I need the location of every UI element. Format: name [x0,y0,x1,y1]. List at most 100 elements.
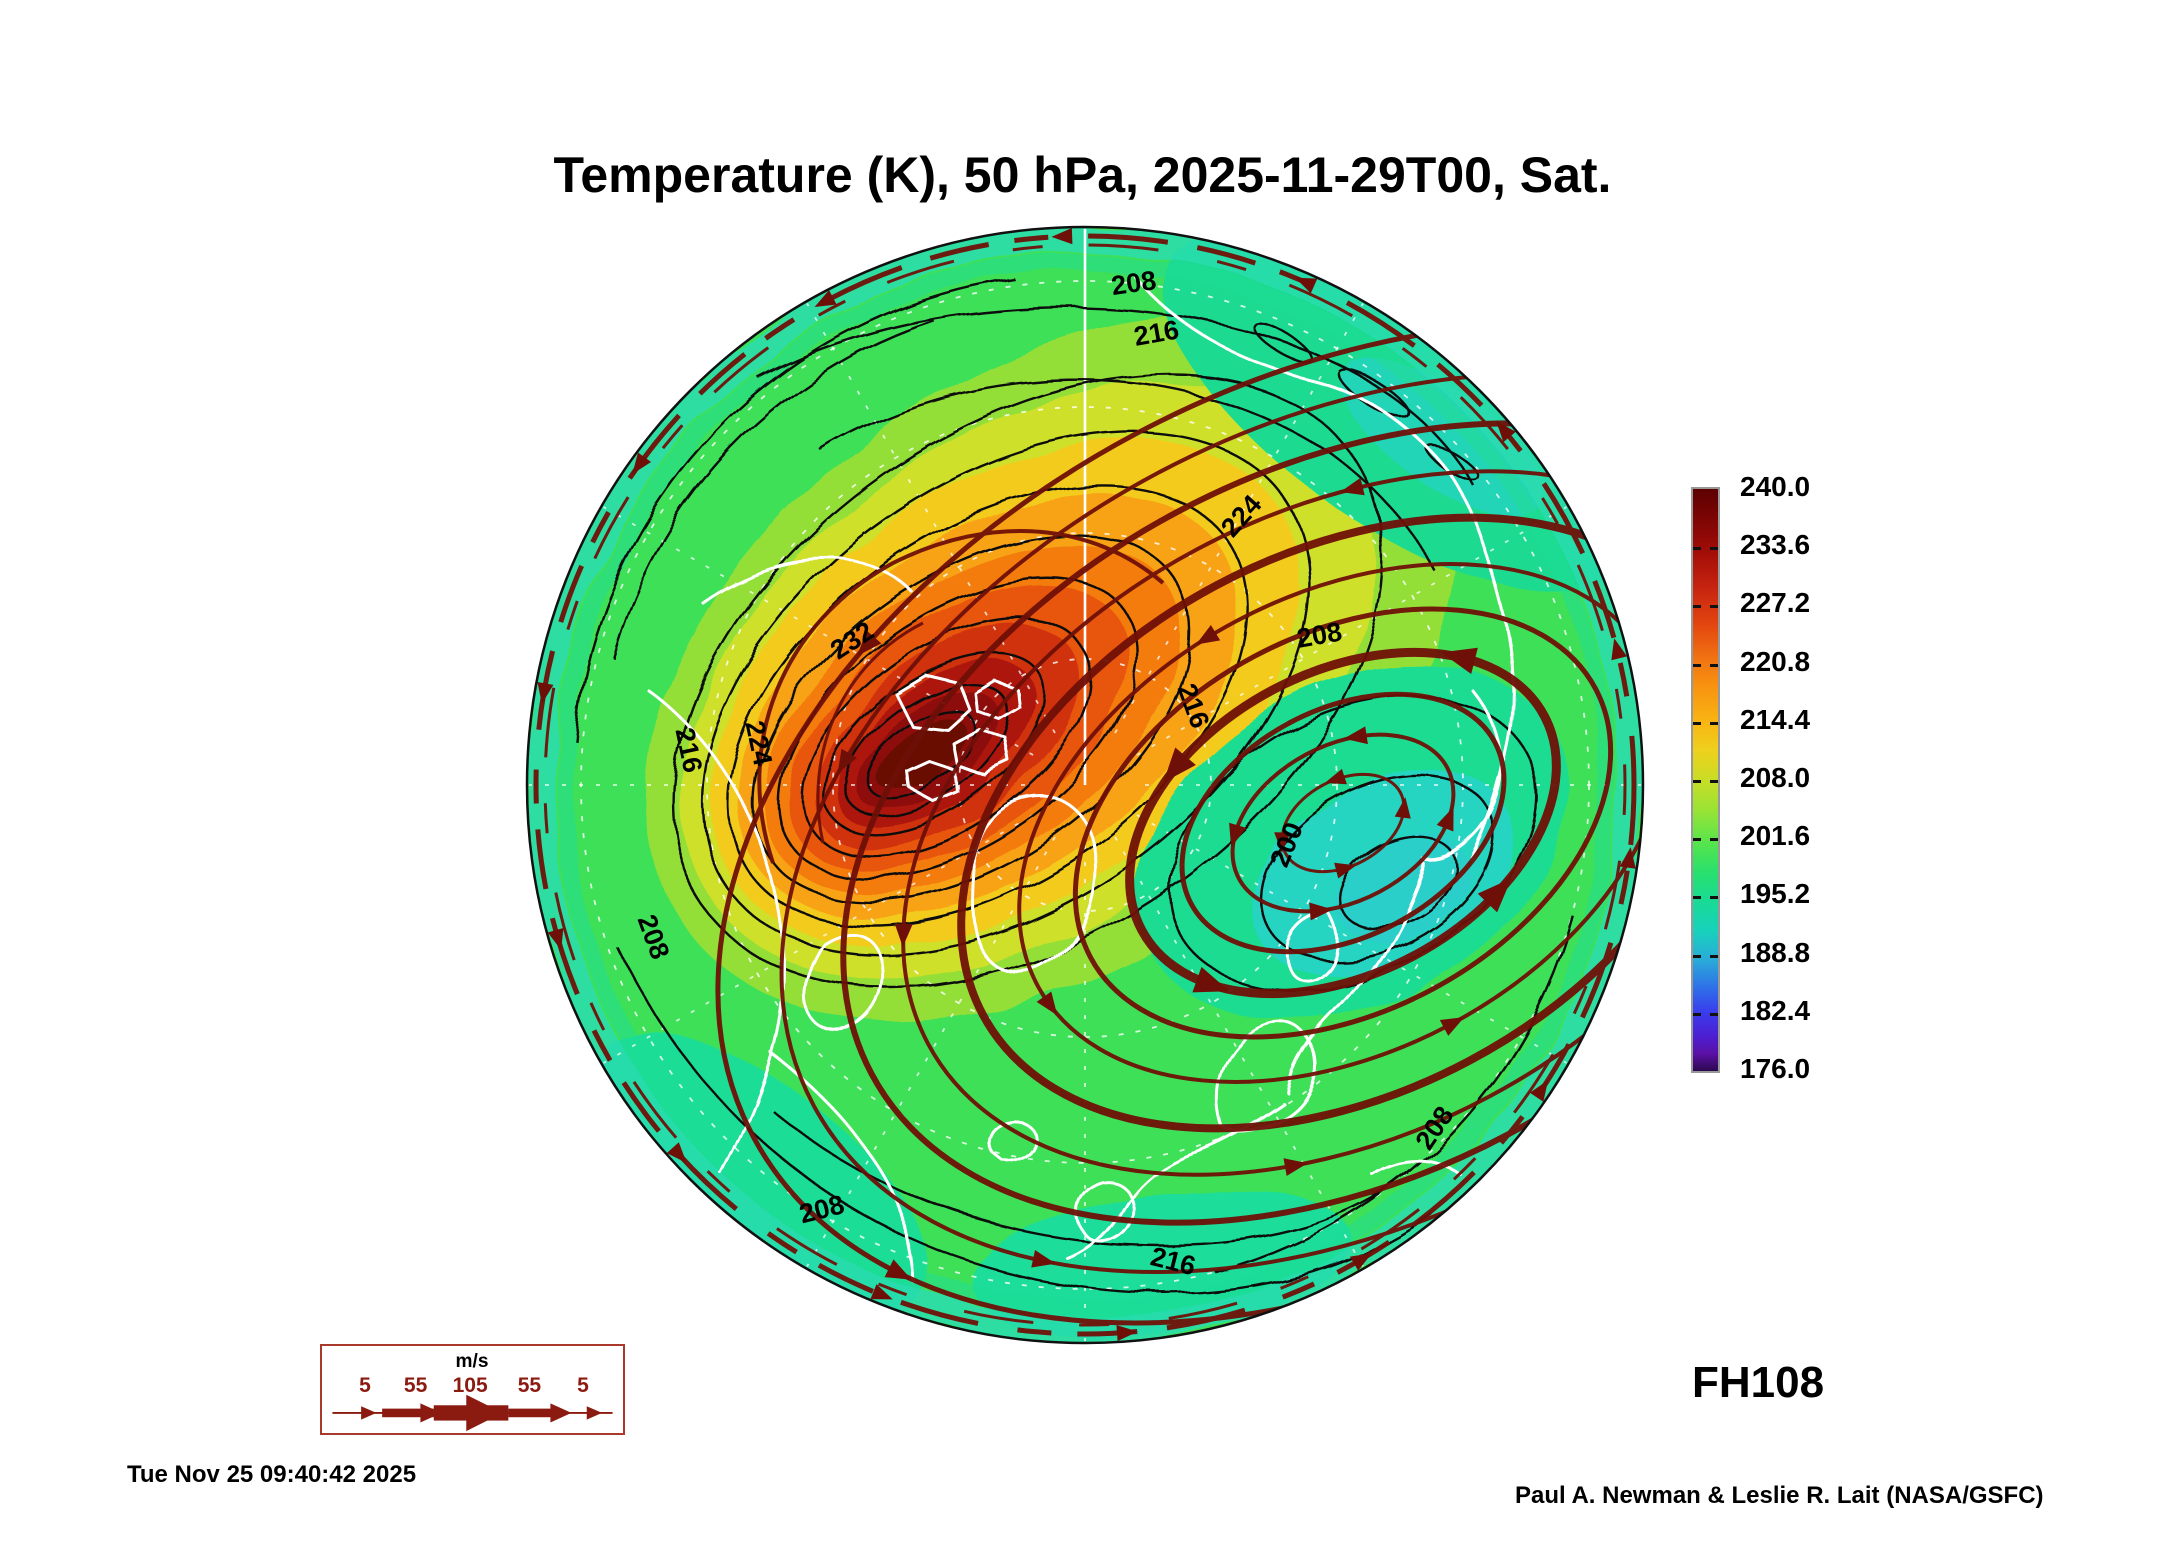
colorbar-tick-label: 240.0 [1740,471,1811,502]
anticyclone-streamline [757,529,1165,864]
warm-contour-ring [866,709,976,799]
colorbar-tick-label: 201.6 [1740,820,1811,852]
contour-216-top [820,379,1437,572]
colorbar-tick-mark [1710,721,1718,725]
flow-arrow [1343,726,1368,745]
wind-legend-speed-label: 5 [359,1374,371,1397]
rim-flow-arrow [1349,1253,1372,1271]
rim-flow-arrow [632,452,652,474]
warm-contour-ring [672,373,1384,989]
rim-contour-arc [612,319,935,660]
flow-arrow [837,748,858,774]
flow-arrow [1192,966,1230,993]
generation-timestamp: Tue Nov 25 09:40:42 2025 [127,1461,417,1488]
colorbar-tick-mark [1710,1012,1718,1016]
colorbar-tick-mark [1710,547,1718,551]
colorbar-tick-label: 208.0 [1740,762,1811,793]
wind-legend-arrow [361,1406,377,1420]
rim-flow-arrow [1619,847,1636,869]
colorbar-tick-mark [1693,721,1701,725]
rim-flow-arrow [1611,638,1628,661]
rim-flow-arrow [870,1284,893,1300]
map-rim [525,225,1645,1345]
flow-arrow [1163,747,1196,783]
wind-legend-speed-label: 55 [518,1374,542,1397]
warm-contour-ring [728,484,1248,928]
rim-flow-arrow [1529,1080,1549,1102]
streamline-arrows [537,228,1636,1342]
coastline-path [973,679,1021,721]
colorbar-tick-mark [1693,780,1701,783]
streamline-ellipse [1230,732,1456,914]
temperature-contours [573,276,1574,1295]
wind-legend-graphic: m/s5 55 105 55 5 [332,1351,613,1432]
rim-flow-arrow [1116,1325,1138,1342]
colorbar-tick-mark [1693,547,1701,551]
flow-arrow [1324,768,1347,785]
colorbar-tick-mark [1710,605,1718,609]
cold-pool-core [1337,836,1469,940]
anticyclone-streamline [816,621,924,844]
rim-contour-arc [573,276,1014,741]
coastline-path [971,794,1099,977]
rim-streamline [543,243,1627,1327]
flow-arrow [857,630,882,656]
streamline-ellipse [901,469,1643,1177]
colorbar-tick-label: 227.2 [1740,587,1811,619]
flow-arrow [1340,477,1365,496]
streamline-ellipse [1072,606,1614,1040]
wind-legend-speed-label: 5 [577,1374,589,1397]
coastline-path [1286,861,1425,1095]
colorbar-tick-mark [1710,838,1718,842]
wind-legend-arrow [508,1408,562,1418]
streamline-ellipse [1280,772,1406,874]
colorbar-tick-mark [1710,780,1718,783]
colorbar [1691,487,1720,1073]
coastline-path [1371,1160,1463,1177]
wind-legend-speed-label: 55 [404,1374,428,1397]
colorbar-tick-label: 188.8 [1740,936,1811,968]
wind-legend-arrow [420,1403,442,1423]
wind-legend-arrow [586,1406,603,1420]
rim-streamline [533,233,1637,1337]
contour-216-bottom [772,1110,1410,1247]
flow-arrow [1309,902,1333,921]
wind-legend-arrow [382,1408,434,1418]
flow-arrow [1031,1249,1056,1268]
coastline-path [701,558,913,605]
wind-legend-speed-label: 105 [453,1374,488,1397]
wind-legend-arrow [550,1403,572,1423]
flow-arrow [1394,797,1411,819]
flow-arrow [1036,991,1058,1016]
flow-arrow [1441,647,1478,674]
rim-flow-arrow [1496,421,1516,443]
coastline-path [649,691,786,1177]
wind-legend-units: m/s [456,1351,489,1372]
colorbar-tick-mark [1693,838,1701,842]
streamline-ellipse [1125,647,1561,999]
credit-text: Paul A. Newman & Leslie R. Lait (NASA/GS… [1515,1482,2044,1509]
flow-arrow [1334,862,1357,879]
colorbar-tick-label: 195.2 [1740,878,1811,910]
colorbar-tick-mark [1693,954,1701,958]
contour-label: 208 [1109,265,1158,301]
rim-flow-arrow [537,682,554,704]
flow-arrow [1229,822,1247,848]
rim-flow-arrow [814,290,837,308]
rim-flow-arrow [666,1142,687,1164]
contour-208-top [757,306,1477,488]
flow-arrow [1274,832,1291,854]
flow-arrow [1439,1017,1465,1036]
page-title: Temperature (K), 50 hPa, 2025-11-29T00, … [553,147,1612,203]
rim-flow-arrow [547,928,564,951]
colorbar-tick-mark [1693,605,1701,609]
wind-speed-legend: m/s 5 55 105 55 5 [320,1344,625,1435]
coastline-path [905,759,957,801]
flow-arrow [1477,878,1512,913]
colorbar-tick-mark [1710,896,1718,900]
flow-arrow [1436,806,1454,832]
coastline-path [1421,691,1505,862]
